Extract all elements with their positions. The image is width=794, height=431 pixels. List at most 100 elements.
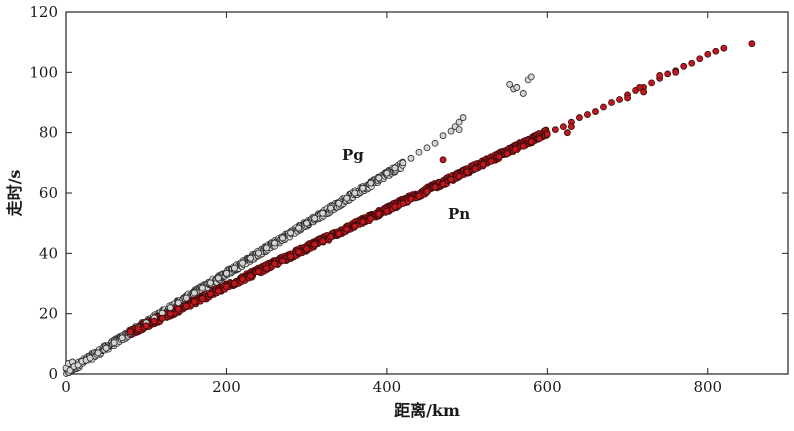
pn-point [543, 130, 551, 138]
pn-point [263, 265, 270, 272]
pg-point [239, 259, 246, 267]
pn-point [463, 168, 471, 176]
pn-point [206, 290, 214, 298]
pn-point [279, 257, 287, 265]
pg-point [519, 90, 527, 97]
pg-point [198, 284, 206, 292]
pn-point [527, 138, 535, 146]
pn-point [174, 305, 182, 313]
pg-point [287, 229, 295, 237]
pn-point [636, 84, 643, 91]
pn-point [351, 222, 359, 230]
pn-point [616, 96, 623, 103]
pn-point [158, 314, 166, 322]
x-tick-label: 600 [533, 378, 562, 396]
pg-point [391, 164, 399, 172]
pg-point [231, 264, 238, 272]
pg-point [327, 204, 335, 212]
x-axis-title: 距离/km [394, 401, 460, 420]
x-tick-label: 400 [373, 378, 402, 396]
pg-point [295, 224, 303, 232]
pn-point [231, 280, 238, 287]
y-tick-label: 60 [39, 184, 58, 202]
pn-point [696, 55, 704, 63]
pn-point [126, 328, 134, 336]
pn-point [447, 176, 455, 183]
pn-point [182, 302, 190, 310]
pn-point [680, 62, 688, 70]
pn-point [327, 233, 335, 241]
pn-point [511, 145, 519, 153]
pn-point [503, 150, 511, 158]
pg-point [423, 144, 431, 152]
pg-point [407, 154, 415, 162]
pg-point [255, 249, 262, 257]
pg-point [399, 159, 407, 167]
pn-point [439, 156, 447, 164]
tick-layer: 0 200 400 600 800 0 20 40 60 80 100 120 [29, 3, 788, 396]
pn-point [247, 272, 254, 280]
pn-point [592, 108, 599, 115]
pn-point [223, 283, 230, 290]
pn-point [688, 59, 696, 67]
y-tick-label: 40 [39, 244, 58, 262]
pn-point [255, 268, 262, 275]
pg-point [513, 84, 521, 91]
pg-point [66, 366, 74, 374]
pg-point [263, 244, 270, 252]
points-layer [62, 40, 756, 374]
pg-point [311, 214, 319, 222]
pn-point [568, 123, 575, 131]
pg-point [206, 279, 214, 287]
pn-point [576, 114, 583, 121]
pn-point [656, 71, 664, 79]
x-tick-label: 800 [693, 378, 722, 396]
pg-point [343, 194, 351, 202]
pn-point [271, 260, 278, 268]
pn-point [166, 310, 174, 318]
pg-point [439, 132, 447, 140]
pg-point [86, 354, 94, 362]
pg-point [174, 299, 182, 307]
pn-point [359, 218, 367, 226]
pn-point [495, 153, 503, 161]
pg-point [335, 199, 343, 207]
pn-point [239, 275, 246, 283]
series-label-pn: Pn [448, 205, 470, 223]
pn-point [704, 50, 712, 58]
pn-point [367, 215, 375, 223]
x-tick-label: 200 [212, 378, 241, 396]
pg-point [459, 114, 467, 121]
pn-point [375, 210, 383, 218]
pg-point [303, 219, 311, 227]
pn-point [640, 88, 647, 96]
pg-point [271, 239, 278, 247]
pn-point [471, 165, 479, 173]
pn-point [563, 129, 571, 137]
pn-point [487, 157, 495, 165]
pg-point [375, 174, 383, 182]
pg-point [102, 344, 110, 352]
pg-point [359, 184, 367, 192]
pg-point [215, 274, 222, 282]
y-tick-label: 0 [48, 365, 58, 383]
pg-point [455, 118, 463, 126]
pg-point [383, 169, 391, 177]
series-label-pg: Pg [342, 146, 364, 164]
pn-point [150, 317, 158, 325]
pg-point [415, 148, 423, 156]
pg-point [247, 254, 254, 262]
y-axis-title: 走时/s [5, 170, 24, 218]
pn-point [343, 225, 351, 233]
pg-point [319, 209, 327, 217]
pn-point [720, 44, 728, 52]
pg-point [190, 289, 198, 297]
pn-point [600, 103, 607, 111]
pn-point [303, 245, 311, 253]
pn-point [399, 200, 407, 207]
pg-point [182, 294, 190, 302]
pn-point [287, 252, 295, 260]
pg-point [279, 234, 287, 242]
pg-point [447, 127, 455, 135]
